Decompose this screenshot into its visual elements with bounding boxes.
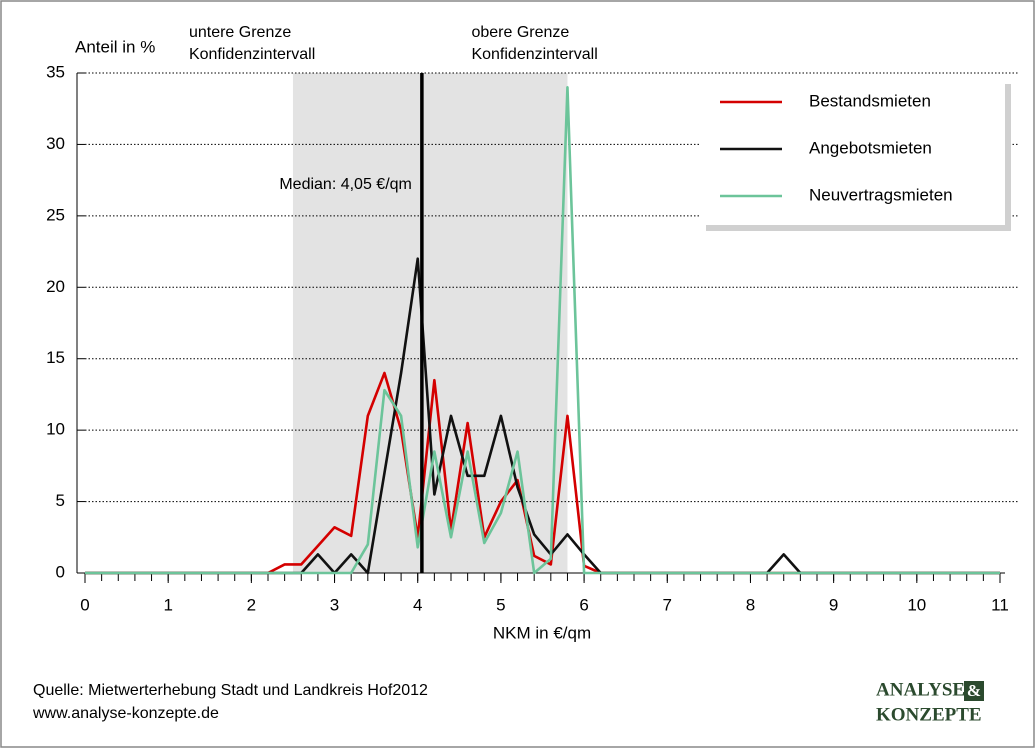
logo-box [964,681,984,701]
url: www.analyse-konzepte.de [32,705,219,722]
x-tick-label: 11 [991,595,1009,614]
y-tick-label: 10 [46,420,65,439]
y-tick-label: 5 [56,491,65,510]
band-upper-label: obere Grenze [471,24,569,41]
x-tick-label: 9 [829,595,838,614]
logo-line2: KONZEPTE [876,704,982,725]
x-tick-label: 7 [663,595,672,614]
legend-label: Angebotsmieten [809,138,932,157]
band-lower-label: untere Grenze [189,24,291,41]
x-tick-label: 2 [247,595,256,614]
x-tick-label: 6 [579,595,588,614]
x-tick-label: 0 [80,595,89,614]
x-tick-label: 8 [746,595,755,614]
confidence-band [292,73,568,573]
x-tick-label: 5 [496,595,505,614]
band-upper-label: Konfidenzintervall [471,46,597,63]
x-axis-label: NKM in €/qm [493,623,591,642]
x-tick-label: 10 [907,595,926,614]
band-lower-label: Konfidenzintervall [189,46,315,63]
y-tick-label: 30 [46,134,65,153]
x-tick-label: 4 [413,595,422,614]
y-tick-label: 20 [46,277,65,296]
logo-line1: ANALYSE [876,679,965,700]
y-tick-label: 0 [56,562,65,581]
median-label: Median: 4,05 €/qm [279,176,412,193]
legend-label: Neuvertragsmieten [809,185,953,204]
legend-label: Bestandsmieten [809,91,931,110]
x-tick-label: 1 [163,595,172,614]
y-tick-label: 15 [46,348,65,367]
y-tick-label: 35 [46,62,65,81]
logo-amp: & [967,681,981,700]
series-line [85,85,1000,575]
source: Quelle: Mietwerterhebung Stadt und Landk… [33,682,428,699]
x-tick-label: 3 [330,595,339,614]
y-tick-label: 25 [46,205,65,224]
y-axis-label: Anteil in % [75,37,155,56]
